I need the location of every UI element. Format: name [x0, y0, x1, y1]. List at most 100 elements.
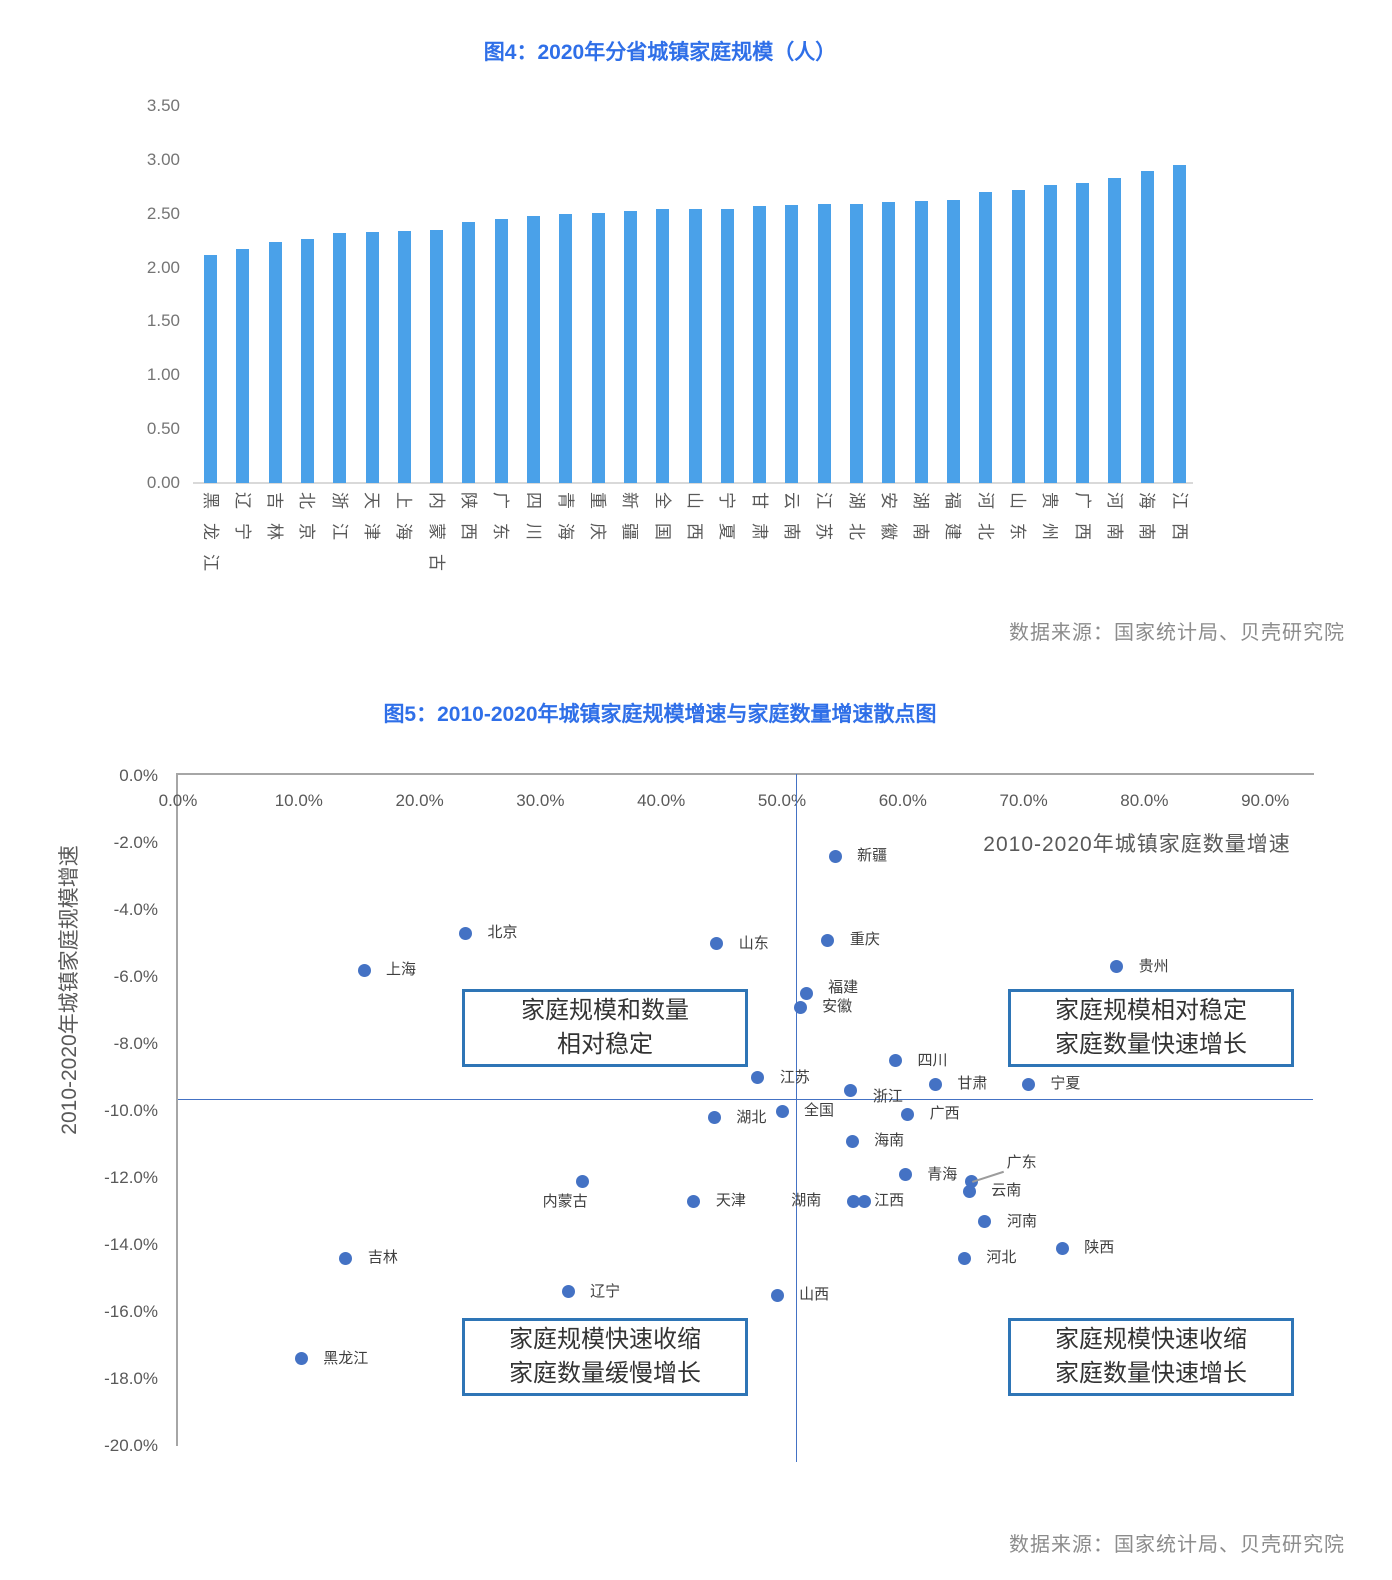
bar-福建	[946, 199, 960, 483]
bar-天津	[365, 232, 379, 483]
point-label-山东: 山东	[738, 934, 769, 952]
bar-label-福建: 福建	[943, 492, 963, 554]
point-安徽	[793, 1000, 807, 1014]
point-label-云南: 云南	[991, 1182, 1022, 1200]
fig5-xtick-40.0%: 40.0%	[637, 791, 686, 810]
point-label-山西: 山西	[799, 1286, 830, 1304]
bar-北京	[300, 238, 314, 483]
point-江苏	[751, 1071, 765, 1084]
point-label-福建: 福建	[828, 978, 859, 996]
point-label-天津: 天津	[715, 1192, 746, 1210]
bar-label-重庆: 重庆	[588, 492, 608, 554]
point-天津	[687, 1194, 701, 1208]
point-callout-line-广东	[971, 1171, 1004, 1184]
point-广西	[901, 1107, 915, 1121]
bar-青海	[559, 213, 573, 483]
bar-label-山西: 山西	[685, 492, 704, 554]
bar-陕西	[462, 222, 476, 483]
fig5-ytick--6.0%: -6.0%	[113, 967, 158, 986]
point-label-海南: 海南	[874, 1132, 905, 1150]
bar-贵州	[1043, 184, 1057, 483]
point-label-江苏: 江苏	[779, 1068, 810, 1086]
point-上海	[357, 963, 371, 977]
bar-吉林	[268, 241, 282, 483]
bar-label-甘肃: 甘肃	[749, 492, 769, 554]
bar-label-广东: 广东	[491, 492, 511, 554]
bar-label-黑龙江: 黑龙江	[200, 492, 220, 585]
quadrant-box-top-right: 家庭规模相对稳定 家庭数量快速增长	[1008, 989, 1294, 1067]
point-label-江西: 江西	[874, 1192, 905, 1210]
bar-云南	[785, 205, 799, 483]
figure5-y-axis-title: 2010-2020年城镇家庭规模增速	[58, 845, 81, 1135]
point-重庆	[821, 933, 835, 947]
point-河南	[978, 1215, 992, 1229]
fig5-frame-top	[176, 773, 1314, 775]
point-海南	[845, 1134, 859, 1148]
point-label-广西: 广西	[929, 1105, 960, 1123]
quadrant-box-top-left-line2: 相对稳定	[557, 1031, 653, 1058]
point-全国	[775, 1104, 789, 1118]
point-福建	[799, 987, 813, 1001]
point-浙江	[844, 1084, 858, 1098]
fig5-ytick--10.0%: -10.0%	[104, 1101, 158, 1120]
point-label-青海: 青海	[927, 1165, 958, 1183]
bar-label-河北: 河北	[975, 492, 995, 554]
fig5-xtick-20.0%: 20.0%	[395, 791, 444, 810]
figure5-x-axis-title: 2010-2020年城镇家庭数量增速	[983, 833, 1291, 856]
quadrant-box-top-right-line2: 家庭数量快速增长	[1055, 1031, 1247, 1058]
point-青海	[898, 1168, 912, 1182]
point-label-宁夏: 宁夏	[1050, 1075, 1081, 1093]
fig5-ytick--20.0%: -20.0%	[104, 1436, 158, 1455]
bar-label-云南: 云南	[781, 492, 801, 554]
bar-湖北	[850, 204, 863, 483]
bar-label-宁夏: 宁夏	[717, 492, 737, 554]
bar-全国	[656, 209, 670, 483]
point-辽宁	[561, 1285, 575, 1299]
bar-海南	[1140, 170, 1154, 483]
bar-label-陕西: 陕西	[458, 492, 478, 554]
point-云南	[962, 1184, 976, 1198]
fig5-xtick-90.0%: 90.0%	[1241, 791, 1290, 810]
fig4-ytick-2.50: 2.50	[146, 203, 180, 223]
quadrant-box-bottom-left-line2: 家庭数量缓慢增长	[509, 1360, 701, 1387]
point-label-陕西: 陕西	[1084, 1239, 1115, 1257]
bar-四川	[527, 215, 540, 483]
fig5-xtick-10.0%: 10.0%	[274, 791, 323, 810]
fig5-ytick-0.0%: 0.0%	[119, 766, 158, 785]
point-label-辽宁: 辽宁	[590, 1282, 621, 1300]
point-江西	[857, 1194, 871, 1208]
fig5-xtick-50.0%: 50.0%	[757, 791, 807, 810]
bar-上海	[397, 230, 411, 483]
point-label-广东: 广东	[1006, 1154, 1037, 1172]
bar-浙江	[333, 233, 347, 483]
point-湖北	[707, 1111, 721, 1125]
bar-label-北京: 北京	[297, 492, 317, 554]
bar-安徽	[882, 201, 896, 483]
bar-label-安徽: 安徽	[878, 492, 898, 554]
point-label-新疆: 新疆	[857, 847, 888, 865]
bar-重庆	[591, 212, 605, 483]
bar-内蒙古	[430, 229, 444, 483]
point-北京	[459, 926, 472, 940]
figure5-source: 数据来源：国家统计局、贝壳研究院	[1009, 1534, 1345, 1556]
fig4-ytick-0.50: 0.50	[146, 419, 180, 439]
fig5-horizontal-reference-line	[178, 1098, 1313, 1101]
quadrant-box-bottom-left-line1: 家庭规模快速收缩	[509, 1326, 701, 1353]
fig4-ytick-1.50: 1.50	[146, 311, 180, 331]
bar-label-浙江: 浙江	[329, 492, 349, 554]
point-湖南	[846, 1194, 860, 1208]
fig5-xtick-70.0%: 70.0%	[999, 791, 1048, 810]
fig5-xtick-60.0%: 60.0%	[878, 791, 927, 810]
bar-辽宁	[236, 249, 250, 483]
bar-label-海南: 海南	[1137, 492, 1157, 554]
point-label-安徽: 安徽	[822, 998, 853, 1016]
quadrant-box-top-left: 家庭规模和数量 相对稳定	[462, 989, 748, 1067]
point-黑龙江	[294, 1352, 308, 1366]
quadrant-box-bottom-right-line2: 家庭数量快速增长	[1055, 1360, 1247, 1387]
bar-宁夏	[720, 209, 734, 483]
fig4-ytick-1.00: 1.00	[146, 365, 180, 385]
bar-label-新疆: 新疆	[620, 492, 640, 554]
fig5-ytick--14.0%: -14.0%	[104, 1235, 158, 1254]
